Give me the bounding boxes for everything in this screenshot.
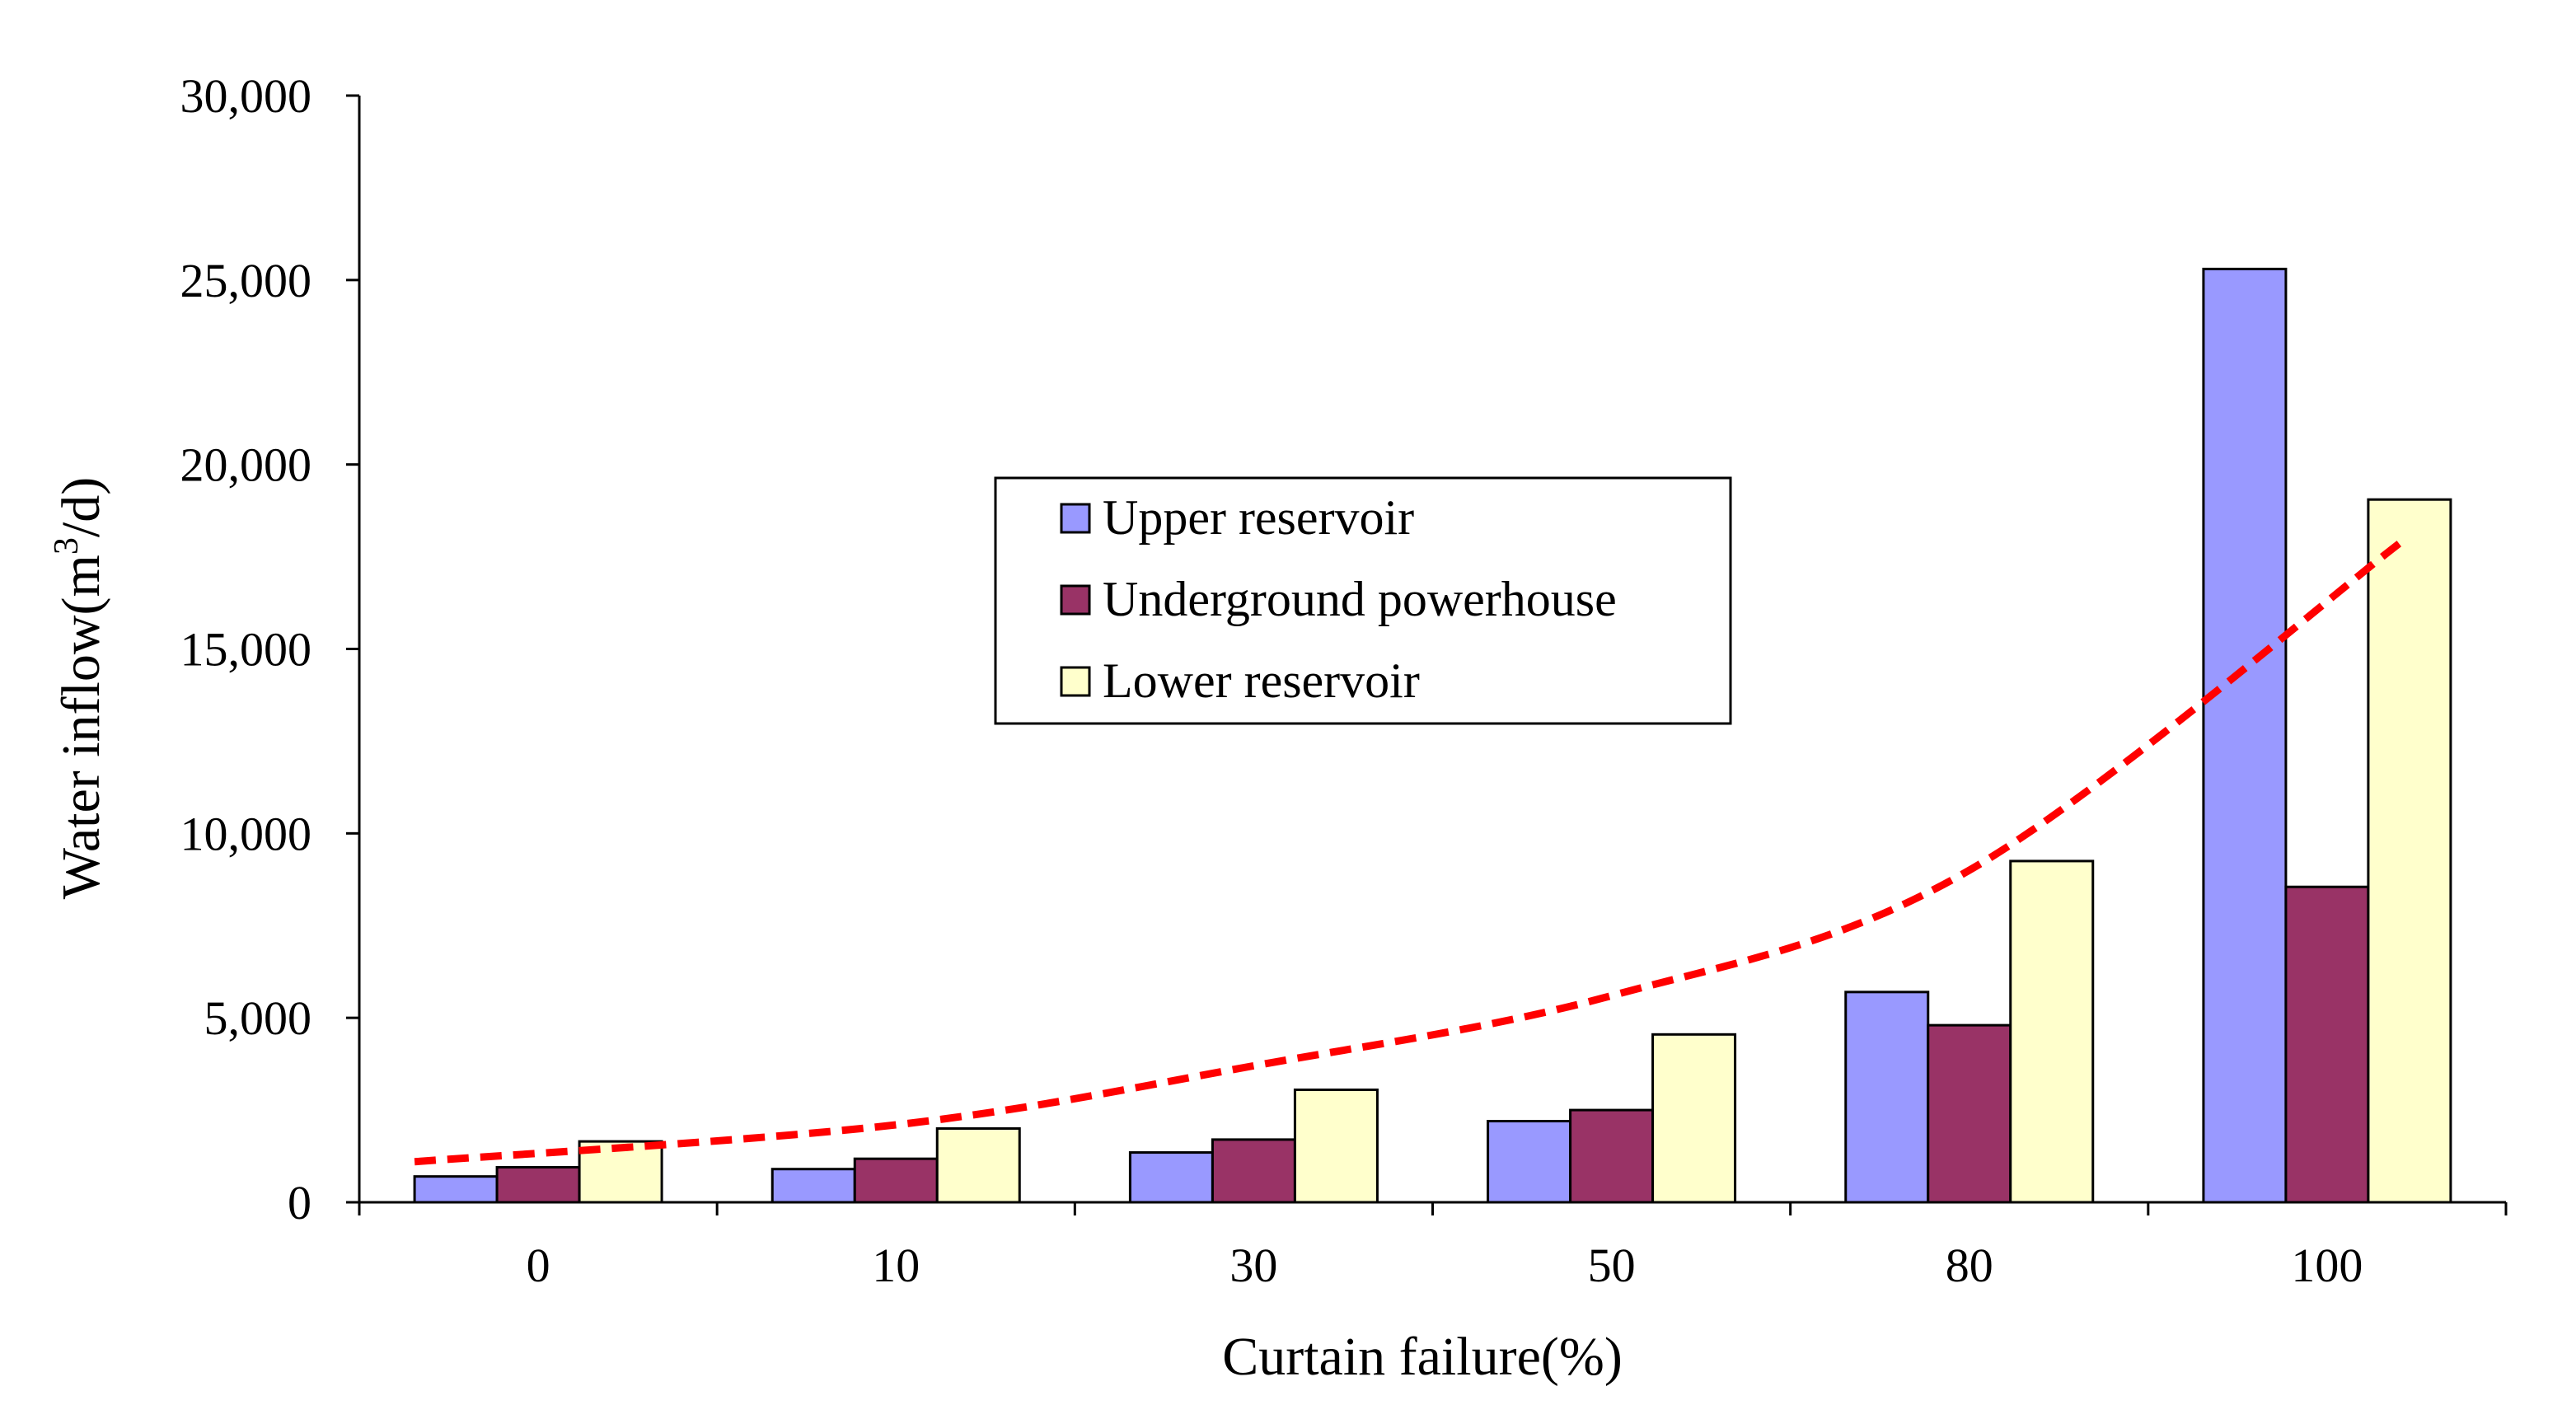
- bar-underground-powerhouse-0: [495, 1165, 581, 1204]
- y-tick-label: 15,000: [180, 623, 312, 677]
- y-tick-label: 0: [288, 1176, 311, 1229]
- trendline-curve: [414, 539, 2404, 1166]
- bar-lower-reservoir-30: [1293, 1088, 1379, 1204]
- bar-upper-reservoir-50: [1487, 1120, 1572, 1204]
- x-tick-label: 0: [527, 1239, 550, 1292]
- y-tick-label: 10,000: [180, 807, 312, 860]
- bar-lower-reservoir-80: [2009, 859, 2095, 1204]
- bar-underground-powerhouse-100: [2284, 885, 2370, 1204]
- x-tick-label: 30: [1229, 1239, 1277, 1292]
- bar-underground-powerhouse-30: [1211, 1138, 1296, 1204]
- legend: Upper reservoir Underground powerhouse L…: [994, 476, 1732, 725]
- bar-underground-powerhouse-50: [1569, 1108, 1655, 1204]
- bar-upper-reservoir-0: [413, 1175, 499, 1204]
- x-tick-label: 50: [1588, 1239, 1636, 1292]
- bar-underground-powerhouse-10: [853, 1157, 939, 1204]
- bar-lower-reservoir-50: [1651, 1033, 1737, 1204]
- y-tick-label: 20,000: [180, 438, 312, 492]
- bar-underground-powerhouse-80: [1927, 1023, 2012, 1204]
- x-tick-label: 80: [1946, 1239, 1993, 1292]
- y-axis-ticks: 0 5,000 10,000 15,000 20,000 25,000 30,000: [180, 69, 359, 1229]
- legend-swatch-lower-reservoir: [1060, 666, 1091, 697]
- bar-upper-reservoir-10: [770, 1168, 856, 1204]
- y-axis-title: Water inflow(m3/d): [48, 477, 111, 899]
- bar-lower-reservoir-10: [935, 1126, 1021, 1204]
- x-axis-title: Curtain failure(%): [1222, 1327, 1623, 1387]
- y-axis-title-unit: /d): [51, 477, 111, 537]
- legend-swatch-underground-powerhouse: [1060, 584, 1091, 616]
- bars: [413, 267, 2452, 1204]
- y-axis-title-main: Water inflow(m: [51, 555, 111, 899]
- y-tick-label: 5,000: [204, 991, 312, 1045]
- y-axis-title-superscript: 3: [48, 537, 86, 555]
- x-tick-labels: 0 10 30 50 80 100: [527, 1239, 2363, 1292]
- axes: [358, 96, 2508, 1215]
- legend-box: [994, 476, 1732, 725]
- bar-lower-reservoir-100: [2367, 498, 2452, 1204]
- bar-upper-reservoir-80: [1844, 991, 1930, 1204]
- legend-swatch-upper-reservoir: [1060, 503, 1091, 534]
- y-tick-label: 30,000: [180, 69, 312, 123]
- trendline-layer: [414, 539, 2404, 1166]
- legend-label-underground-powerhouse: Underground powerhouse: [1103, 572, 1617, 626]
- bar-upper-reservoir-100: [2202, 267, 2288, 1204]
- x-tick-label: 100: [2291, 1239, 2363, 1292]
- y-tick-label: 25,000: [180, 254, 312, 307]
- x-tick-label: 10: [872, 1239, 920, 1292]
- legend-label-lower-reservoir: Lower reservoir: [1103, 653, 1420, 708]
- bar-upper-reservoir-30: [1128, 1151, 1214, 1204]
- legend-label-upper-reservoir: Upper reservoir: [1103, 490, 1414, 545]
